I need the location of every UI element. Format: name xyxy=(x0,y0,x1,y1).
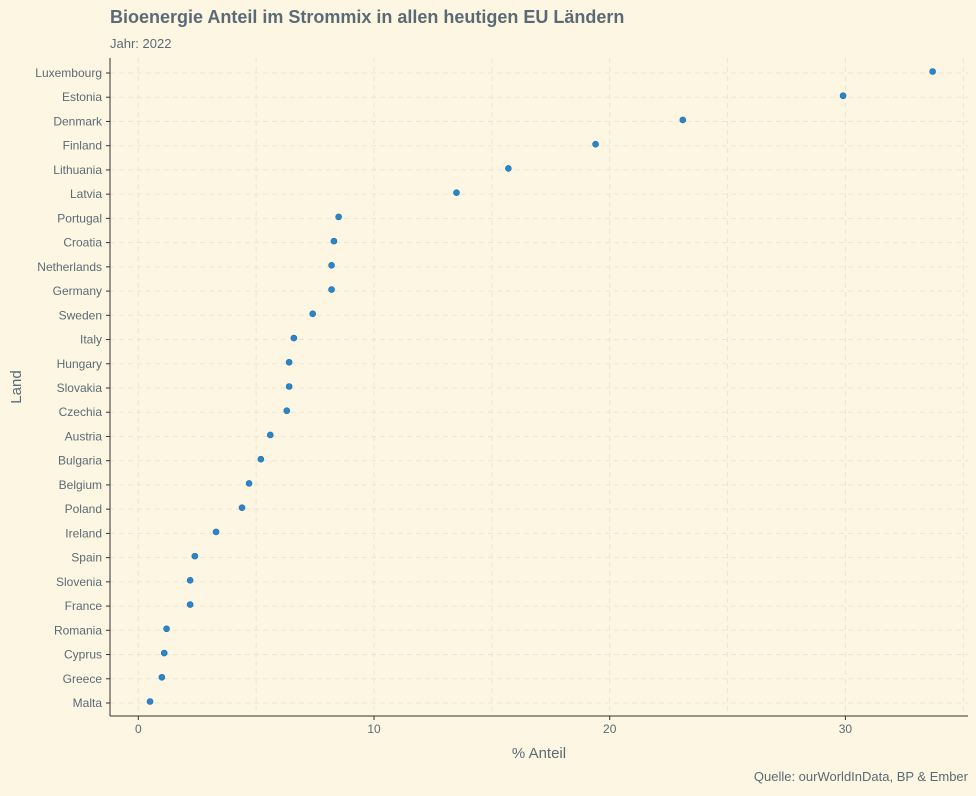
data-point xyxy=(330,237,338,245)
data-point xyxy=(453,189,460,196)
y-tick-label: Spain xyxy=(71,551,102,565)
x-axis-ticks: 0 10 20 30 xyxy=(135,716,852,736)
data-point xyxy=(257,455,265,463)
y-axis-title: Land xyxy=(8,370,25,403)
data-point xyxy=(505,165,512,172)
y-tick-label: Bulgaria xyxy=(58,454,102,468)
y-tick-label: Romania xyxy=(54,623,102,637)
data-point xyxy=(929,68,936,75)
data-point xyxy=(160,649,168,657)
data-point xyxy=(191,552,199,560)
y-tick-label: Belgium xyxy=(59,478,102,492)
data-point xyxy=(328,286,335,293)
x-axis-title: % Anteil xyxy=(512,745,566,762)
x-tick-label: 0 xyxy=(135,722,142,736)
data-point xyxy=(245,480,253,487)
y-tick-label: Czechia xyxy=(59,405,103,419)
data-point xyxy=(212,528,220,536)
data-point xyxy=(285,358,293,366)
x-tick-label: 30 xyxy=(839,722,853,736)
chart-subtitle: Jahr: 2022 xyxy=(110,36,171,51)
y-tick-label: Italy xyxy=(80,333,102,347)
y-tick-label: Denmark xyxy=(53,114,103,128)
y-tick-label: Lithuania xyxy=(53,163,102,177)
y-tick-label: Germany xyxy=(53,284,102,298)
y-tick-label: Luxembourg xyxy=(35,66,102,80)
y-tick-label: Slovenia xyxy=(56,575,102,589)
y-tick-label: Greece xyxy=(63,672,103,686)
axes xyxy=(109,58,968,717)
x-tick-label: 10 xyxy=(367,722,381,736)
data-point xyxy=(290,334,298,342)
data-point xyxy=(163,625,170,633)
data-point xyxy=(283,407,291,415)
y-tick-label: France xyxy=(65,599,103,613)
y-tick-label: Estonia xyxy=(62,90,102,104)
data-point xyxy=(679,116,687,124)
data-point xyxy=(309,310,317,318)
x-tick-label: 20 xyxy=(603,722,617,736)
data-point xyxy=(186,601,194,608)
data-point xyxy=(592,140,599,148)
y-tick-label: Poland xyxy=(65,502,102,516)
y-tick-label: Slovakia xyxy=(57,381,103,395)
y-tick-label: Netherlands xyxy=(37,260,102,274)
chart-caption: Quelle: ourWorldInData, BP & Ember xyxy=(754,769,969,784)
chart-title: Bioenergie Anteil im Strommix in allen h… xyxy=(110,7,624,27)
data-point xyxy=(335,213,342,221)
y-axis-ticks: Luxembourg Estonia Denmark Finland Lithuania… xyxy=(35,66,110,710)
data-point xyxy=(146,698,154,705)
y-tick-label: Croatia xyxy=(63,236,102,250)
data-point xyxy=(285,383,293,390)
data-point xyxy=(158,673,166,681)
y-tick-label: Cyprus xyxy=(64,648,102,662)
y-tick-label: Finland xyxy=(63,139,102,153)
data-point xyxy=(266,431,274,439)
y-tick-label: Austria xyxy=(65,429,103,443)
data-point xyxy=(186,577,194,584)
y-tick-label: Sweden xyxy=(59,308,102,322)
y-tick-label: Latvia xyxy=(70,187,102,201)
y-tick-label: Malta xyxy=(73,696,103,710)
y-tick-label: Hungary xyxy=(57,357,102,371)
y-tick-label: Ireland xyxy=(65,526,102,540)
data-point xyxy=(839,92,847,100)
data-point xyxy=(238,504,246,511)
grid xyxy=(110,58,968,716)
data-points xyxy=(146,68,936,705)
y-tick-label: Portugal xyxy=(57,211,102,225)
data-point xyxy=(328,262,335,269)
